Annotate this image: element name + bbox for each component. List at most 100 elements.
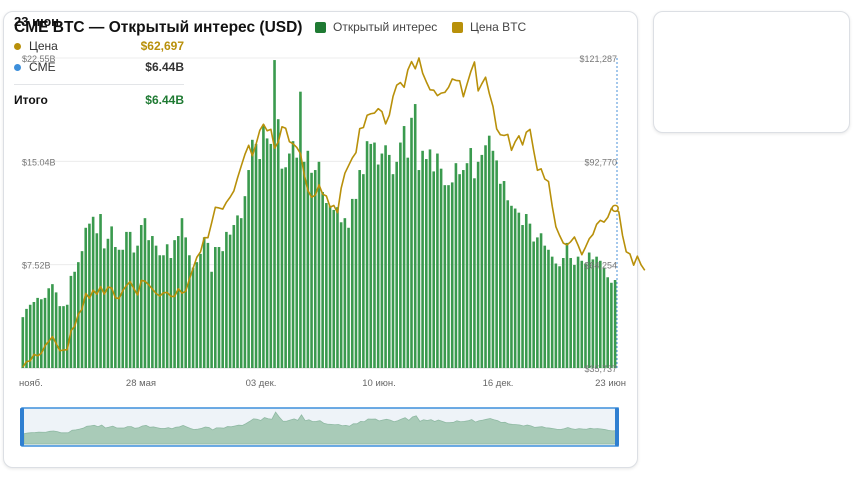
open-interest-bar: [162, 255, 165, 368]
hover-price-marker: [611, 204, 619, 213]
legend-swatch-btc-price: [452, 21, 463, 33]
legend-item-btc-price[interactable]: Цена BTC: [452, 20, 526, 34]
navigator-area: [23, 411, 617, 445]
open-interest-bar: [580, 260, 584, 368]
open-interest-bar: [114, 247, 117, 368]
open-interest-bar: [65, 304, 69, 368]
open-interest-bar: [606, 277, 609, 368]
open-interest-bar: [517, 212, 521, 368]
open-interest-bar: [291, 141, 295, 368]
tooltip-divider: [14, 84, 184, 85]
tooltip-cme-value: $6.44B: [145, 60, 184, 74]
open-interest-bar: [395, 161, 398, 368]
tooltip-cme-dot: [14, 63, 21, 71]
open-interest-bar: [91, 216, 95, 368]
open-interest-bar: [221, 251, 224, 368]
open-interest-bar: [343, 218, 347, 368]
open-interest-bar: [102, 248, 106, 368]
open-interest-bar: [147, 240, 150, 368]
open-interest-bar: [362, 174, 365, 368]
open-interest-bar: [413, 104, 417, 369]
open-interest-bar: [232, 225, 236, 368]
open-interest-bar: [406, 157, 410, 368]
navigator-right-handle[interactable]: [615, 408, 619, 446]
open-interest-bar: [410, 117, 413, 368]
open-interest-bar: [584, 263, 587, 368]
open-interest-bar: [62, 306, 65, 368]
open-interest-bar: [358, 170, 361, 368]
open-interest-bar: [561, 258, 565, 368]
open-interest-bar: [387, 154, 391, 368]
open-interest-bar: [332, 209, 336, 368]
open-interest-bar: [602, 267, 606, 368]
open-interest-bar: [347, 227, 350, 368]
open-interest-bar: [125, 231, 128, 368]
tooltip-price-label: Цена: [29, 39, 58, 53]
open-interest-bar: [450, 182, 454, 368]
open-interest-bar: [43, 297, 47, 368]
open-interest-bar: [598, 260, 602, 368]
open-interest-bar: [273, 60, 276, 369]
open-interest-bar: [284, 167, 287, 368]
tooltip-row-total: Итого $6.44B: [14, 93, 184, 107]
open-interest-bar: [510, 205, 513, 368]
tooltip-price-dot: [14, 42, 21, 50]
open-interest-bar: [462, 170, 465, 368]
open-interest-bar: [95, 233, 99, 368]
open-interest-bar: [428, 149, 432, 368]
open-interest-bar: [47, 288, 51, 368]
open-interest-bar: [173, 240, 176, 368]
open-interest-bar: [506, 200, 510, 368]
open-interest-bar: [439, 168, 443, 368]
open-interest-bar: [165, 244, 169, 368]
open-interest-bar: [610, 282, 613, 368]
navigator-left-handle[interactable]: [20, 408, 24, 446]
btc-price-line: [22, 57, 646, 368]
legend-item-open-interest[interactable]: Открытый интерес: [315, 20, 437, 34]
open-interest-bar: [51, 284, 54, 368]
open-interest-bar: [513, 208, 517, 368]
open-interest-bar: [69, 275, 73, 368]
open-interest-bar: [188, 255, 191, 368]
x-tick-label: 23 июн: [595, 378, 626, 389]
open-interest-bar: [143, 218, 147, 368]
open-interest-bar: [521, 225, 524, 368]
open-interest-bar: [121, 249, 125, 368]
chart-title: CME BTC — Открытый интерес (USD): [14, 19, 303, 36]
open-interest-bar: [595, 256, 598, 368]
open-interest-bar: [251, 139, 254, 368]
open-interest-bar: [191, 267, 195, 368]
open-interest-bar: [169, 258, 173, 368]
open-interest-bar: [299, 91, 302, 369]
open-interest-bar: [117, 249, 121, 368]
open-interest-bar: [25, 308, 28, 368]
range-navigator[interactable]: [20, 407, 619, 447]
y-right-tick-label: $92,770: [584, 157, 617, 167]
tooltip-cme-label: CME: [29, 60, 56, 74]
y-left-tick-label: $7.52B: [22, 261, 51, 271]
open-interest-bar: [306, 150, 310, 368]
open-interest-bar: [128, 231, 132, 368]
open-interest-bar: [317, 161, 321, 368]
y-left-tick-label: $22.55B: [22, 54, 56, 64]
open-interest-bar: [350, 198, 354, 368]
x-tick-label: 10 июн.: [362, 378, 396, 389]
open-interest-bar: [110, 226, 113, 368]
tooltip-row-price: Цена $62,697: [14, 39, 184, 53]
open-interest-bar: [432, 171, 436, 368]
open-interest-bar: [447, 185, 450, 368]
open-interest-bar: [310, 172, 313, 368]
x-tick-label: 03 дек.: [246, 378, 277, 389]
tooltip-total-label: Итого: [14, 93, 48, 107]
tooltip-total-value: $6.44B: [145, 93, 184, 107]
open-interest-bar: [280, 168, 284, 368]
open-interest-bar: [262, 124, 265, 368]
open-interest-bar: [532, 241, 535, 368]
open-interest-bar: [136, 245, 139, 368]
open-interest-bar: [336, 207, 339, 368]
open-interest-bar: [402, 126, 406, 368]
open-interest-bar: [254, 143, 258, 368]
open-interest-bar: [380, 153, 384, 368]
open-interest-bar: [339, 222, 343, 368]
